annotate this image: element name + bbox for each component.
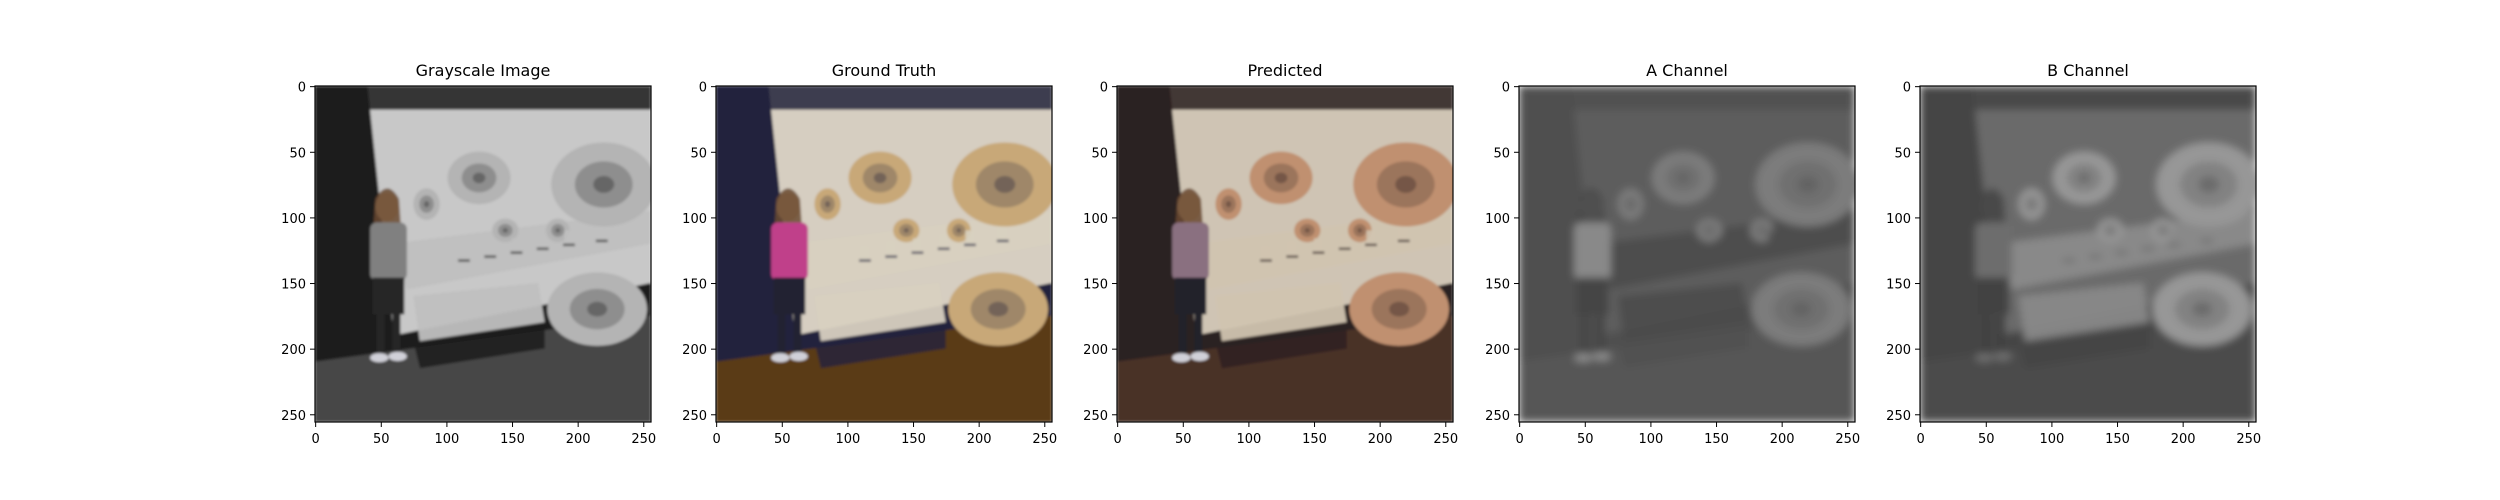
x-tick-label: 150 [1302,432,1327,447]
x-tick-label: 50 [1577,432,1594,447]
axes-frame [1518,85,1856,423]
y-tick-label: 50 [289,146,306,161]
y-tick-label: 250 [1485,409,1510,424]
x-tick-label: 0 [713,432,721,447]
y-tick-label: 100 [1485,212,1510,227]
y-tick-label: 50 [1493,146,1510,161]
x-tick-label: 100 [1236,432,1261,447]
y-tick-label: 200 [1886,343,1911,358]
panel-title: Predicted [1247,61,1322,80]
x-tick-label: 50 [1175,432,1192,447]
x-tick-label: 150 [500,432,525,447]
x-tick-label: 100 [2039,432,2064,447]
y-tick-label: 200 [281,343,306,358]
x-tick-label: 200 [2171,432,2196,447]
panel-image [1117,86,1453,422]
y-tick-label: 0 [298,81,306,96]
y-tick-label: 150 [1485,278,1510,293]
x-tick-label: 50 [774,432,791,447]
y-tick-label: 100 [682,212,707,227]
x-tick-label: 100 [434,432,459,447]
y-tick-label: 50 [690,146,707,161]
panel-image [716,86,1052,422]
x-tick-label: 200 [1770,432,1795,447]
x-tick-label: 250 [631,432,656,447]
x-tick-label: 200 [967,432,992,447]
panel-title: Grayscale Image [416,61,551,80]
x-tick-label: 250 [1032,432,1057,447]
y-tick-label: 0 [1100,81,1108,96]
y-tick-label: 250 [1886,409,1911,424]
x-tick-label: 250 [1433,432,1458,447]
panel-gray: Grayscale Image 0 50 100 150 200 250 0 50 100 150 2… [281,61,656,447]
panel-image [1920,86,2256,422]
panel-a: A Channel 0 50 100 150 200 250 0 50 100 150 200 250 [1485,61,1860,447]
x-tick-label: 50 [1978,432,1995,447]
y-tick-label: 200 [1485,343,1510,358]
panel-title: A Channel [1646,61,1728,80]
y-tick-label: 100 [281,212,306,227]
panel-title: B Channel [2047,61,2129,80]
axes-frame [314,85,652,423]
x-tick-label: 200 [1368,432,1393,447]
panel-image [315,86,651,422]
y-tick-label: 150 [682,278,707,293]
x-tick-label: 150 [2105,432,2130,447]
x-tick-label: 200 [566,432,591,447]
y-tick-label: 50 [1091,146,1108,161]
y-tick-label: 200 [1083,343,1108,358]
axes-frame [1919,85,2257,423]
axes-frame [715,85,1053,423]
y-tick-label: 0 [1502,81,1510,96]
y-tick-label: 100 [1886,212,1911,227]
x-tick-label: 100 [1638,432,1663,447]
y-tick-label: 100 [1083,212,1108,227]
x-tick-label: 50 [373,432,390,447]
y-tick-label: 0 [1903,81,1911,96]
panel-b: B Channel 0 50 100 150 200 250 0 50 100 150 200 250 [1886,61,2261,447]
x-tick-label: 150 [901,432,926,447]
panel-image [1519,86,1855,422]
y-tick-label: 200 [682,343,707,358]
x-tick-label: 0 [312,432,320,447]
x-tick-label: 0 [1917,432,1925,447]
x-tick-label: 150 [1704,432,1729,447]
x-tick-label: 250 [2236,432,2261,447]
panel-pred: Predicted 0 50 100 150 200 250 0 50 100 150 200 250 [1083,61,1458,447]
y-tick-label: 50 [1894,146,1911,161]
panel-title: Ground Truth [832,61,937,80]
y-tick-label: 150 [281,278,306,293]
axes-frame [1116,85,1454,423]
y-tick-label: 250 [281,409,306,424]
y-tick-label: 150 [1083,278,1108,293]
y-tick-label: 250 [1083,409,1108,424]
x-tick-label: 100 [835,432,860,447]
x-tick-label: 0 [1516,432,1524,447]
x-tick-label: 0 [1114,432,1122,447]
y-tick-label: 150 [1886,278,1911,293]
panel-truth: Ground Truth 0 50 100 150 200 250 0 50 100 150 200 2… [682,61,1057,447]
y-tick-label: 0 [699,81,707,96]
x-tick-label: 250 [1835,432,1860,447]
y-tick-label: 250 [682,409,707,424]
